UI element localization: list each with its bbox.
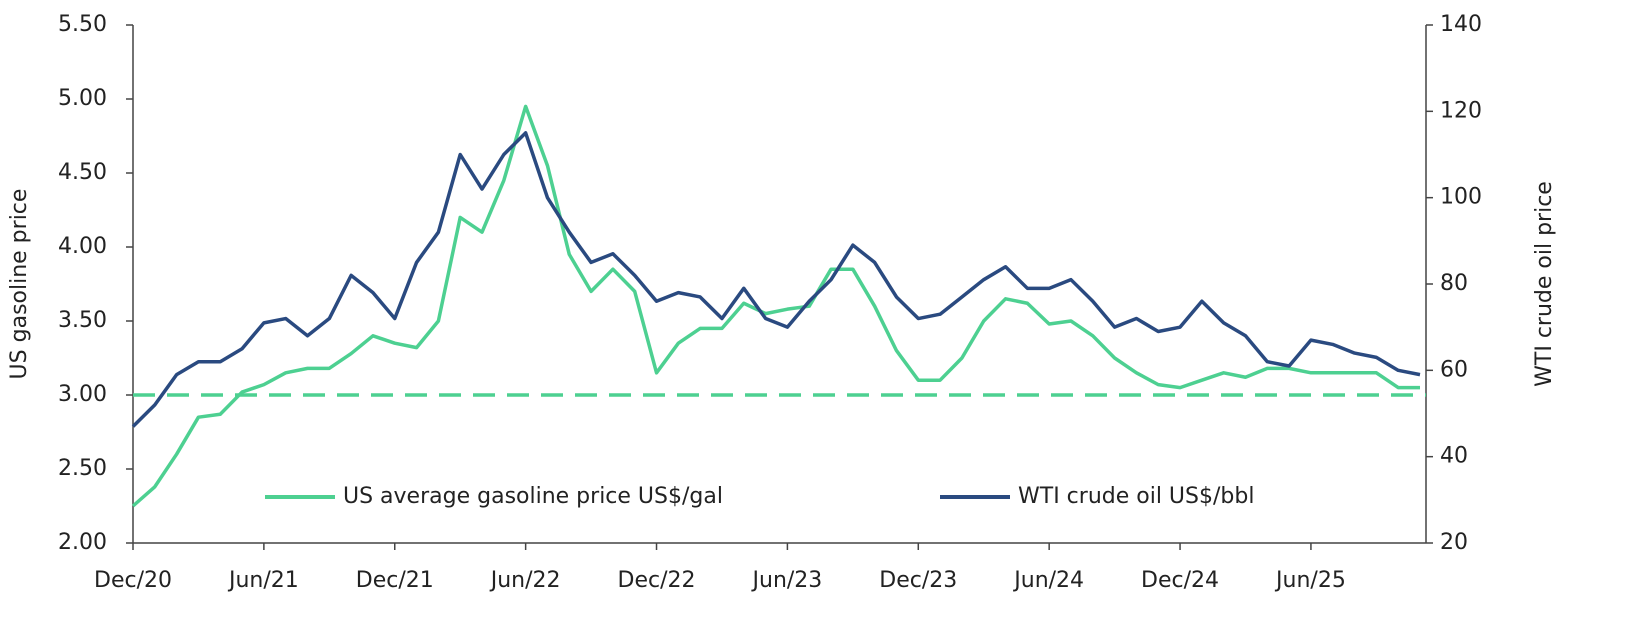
y-tick-label: 5.50 [58, 12, 107, 37]
x-tick-label: Jun/25 [1274, 568, 1346, 593]
y2-tick-label: 40 [1440, 444, 1468, 469]
y2-tick-label: 100 [1440, 185, 1482, 210]
y-axis-label: US gasoline price [7, 189, 32, 380]
y2-tick-label: 80 [1440, 271, 1468, 296]
legend-label: WTI crude oil US$/bbl [1018, 484, 1254, 509]
x-tick-label: Jun/24 [1012, 568, 1084, 593]
x-tick-label: Dec/22 [618, 568, 696, 593]
y-tick-label: 4.50 [58, 160, 107, 185]
y-tick-label: 4.00 [58, 234, 107, 259]
y-tick-label: 5.00 [58, 86, 107, 111]
x-tick-label: Jun/21 [227, 568, 299, 593]
y-tick-label: 2.00 [58, 530, 107, 555]
y2-tick-label: 140 [1440, 12, 1482, 37]
x-tick-label: Jun/22 [489, 568, 561, 593]
y2-tick-label: 20 [1440, 530, 1468, 555]
x-tick-label: Dec/23 [879, 568, 957, 593]
y2-axis-label: WTI crude oil price [1532, 181, 1557, 387]
series-line [131, 104, 1420, 508]
x-tick-label: Jun/23 [751, 568, 823, 593]
x-tick-label: Dec/20 [94, 568, 172, 593]
y2-tick-label: 120 [1440, 98, 1482, 123]
x-tick-label: Dec/24 [1141, 568, 1219, 593]
y-tick-label: 3.00 [58, 382, 107, 407]
y-tick-label: 3.50 [58, 308, 107, 333]
legend-label: US average gasoline price US$/gal [343, 484, 723, 509]
y-tick-label: 2.50 [58, 456, 107, 481]
x-tick-label: Dec/21 [356, 568, 434, 593]
series-line [131, 131, 1421, 428]
y2-tick-label: 60 [1440, 357, 1468, 382]
